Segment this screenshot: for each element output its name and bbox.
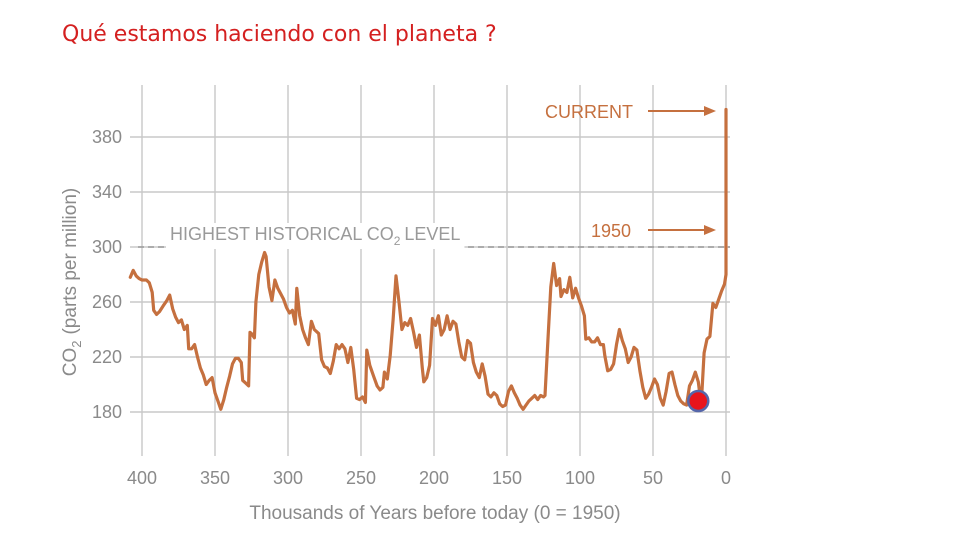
annotation-arrow-head	[704, 106, 716, 116]
reference-line-group: HIGHEST HISTORICAL CO2 LEVEL	[138, 223, 730, 249]
axis-ticks: 400 350 300 250 200 150 100 50 0 180 220 260 300 340 3…	[92, 127, 731, 488]
x-tick-label: 350	[200, 468, 230, 488]
series-layer	[128, 107, 728, 411]
x-tick-label: 150	[492, 468, 522, 488]
y-tick-label: 380	[92, 127, 122, 147]
x-tick-label: 300	[273, 468, 303, 488]
series-line-co2	[128, 107, 728, 411]
y-axis-title-main: CO	[60, 348, 81, 377]
y-tick-label: 300	[92, 237, 122, 257]
reference-line-label: HIGHEST HISTORICAL CO2 LEVEL	[170, 224, 460, 248]
x-tick-label: 0	[721, 468, 731, 488]
annotation-label: CURRENT	[545, 102, 633, 122]
annotation-label: 1950	[591, 221, 631, 241]
reference-label-subscript: 2	[394, 234, 401, 248]
x-tick-label: 50	[643, 468, 663, 488]
reference-label-rest: LEVEL	[404, 224, 460, 244]
y-tick-label: 220	[92, 347, 122, 367]
x-tick-label: 250	[346, 468, 376, 488]
x-tick-label: 100	[565, 468, 595, 488]
y-axis-title-subscript: 2	[69, 341, 84, 348]
y-tick-label: 340	[92, 182, 122, 202]
current-position-marker-layer	[687, 389, 710, 413]
current-position-marker	[687, 389, 710, 413]
y-tick-label: 180	[92, 402, 122, 422]
y-axis-title-rest: (parts per million)	[60, 188, 81, 335]
annotation-arrow-head	[704, 225, 716, 235]
x-tick-label: 200	[419, 468, 449, 488]
x-axis-title: Thousands of Years before today (0 = 195…	[249, 503, 620, 524]
slide-title: Qué estamos haciendo con el planeta ?	[62, 22, 497, 47]
reference-label-background	[166, 223, 465, 249]
y-tick-label: 260	[92, 292, 122, 312]
annotations: CURRENT 1950	[545, 102, 716, 241]
grid-lines	[130, 85, 730, 456]
x-tick-label: 400	[127, 468, 157, 488]
reference-label-main: HIGHEST HISTORICAL CO	[170, 224, 394, 244]
y-axis-title: CO2 (parts per million)	[60, 188, 84, 377]
